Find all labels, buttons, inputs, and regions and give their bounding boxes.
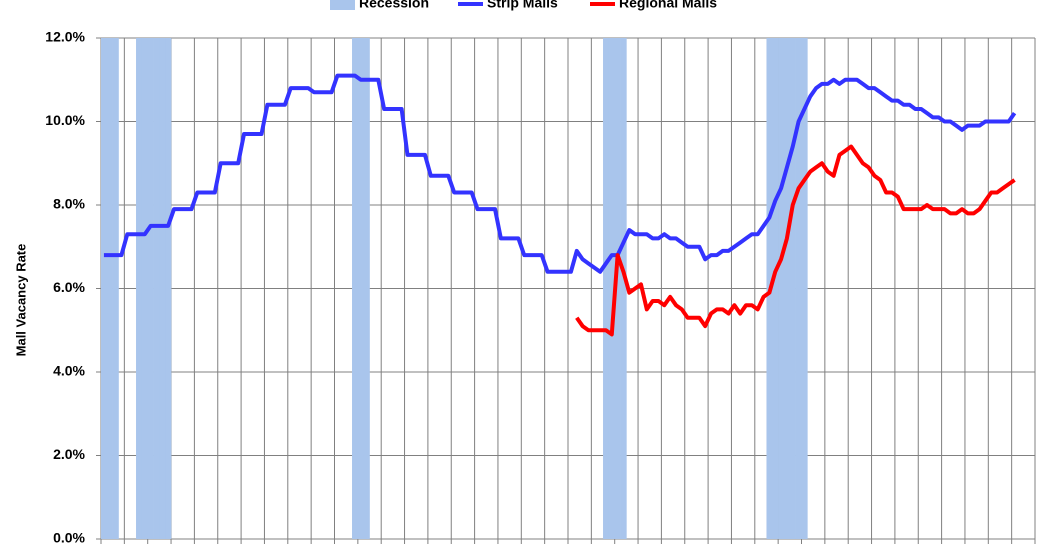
recession-bar [772,38,779,539]
recession-bar [101,38,108,539]
recession-bar [153,38,160,539]
y-tick-label: 0.0% [53,530,85,546]
legend-label: Strip Malls [487,0,558,11]
recession-bar [112,38,119,539]
recession-bar [363,38,370,539]
recession-bar [783,38,791,539]
recession-bar [608,38,615,539]
y-tick-label: 4.0% [53,363,85,379]
y-tick-label: 2.0% [53,446,85,462]
recession-bar [801,38,808,539]
recession-bar [620,38,627,539]
recession-bar [789,38,796,539]
y-tick-label: 12.0% [45,29,85,45]
recession-bar [147,38,154,539]
series-line [103,73,1017,274]
recession-bar [141,38,148,539]
recession-bar [136,38,143,539]
series-line [575,144,1016,337]
recession-bar [778,38,785,539]
legend-label: Regional Malls [619,0,717,11]
recession-bar [603,38,610,539]
recession-bar [352,38,359,539]
legend-swatch [330,0,355,10]
y-tick-label: 8.0% [53,196,85,212]
y-tick-label: 10.0% [45,112,85,128]
y-axis-label: Mall Vacancy Rate [13,244,28,357]
recession-bar [357,38,364,539]
recession-bar [106,38,113,539]
recession-bar [159,38,166,539]
recession-bar [614,38,621,539]
recession-bar [165,38,172,539]
recession-bar [795,38,802,539]
legend-label: Recession [359,0,429,11]
y-tick-label: 6.0% [53,279,85,295]
